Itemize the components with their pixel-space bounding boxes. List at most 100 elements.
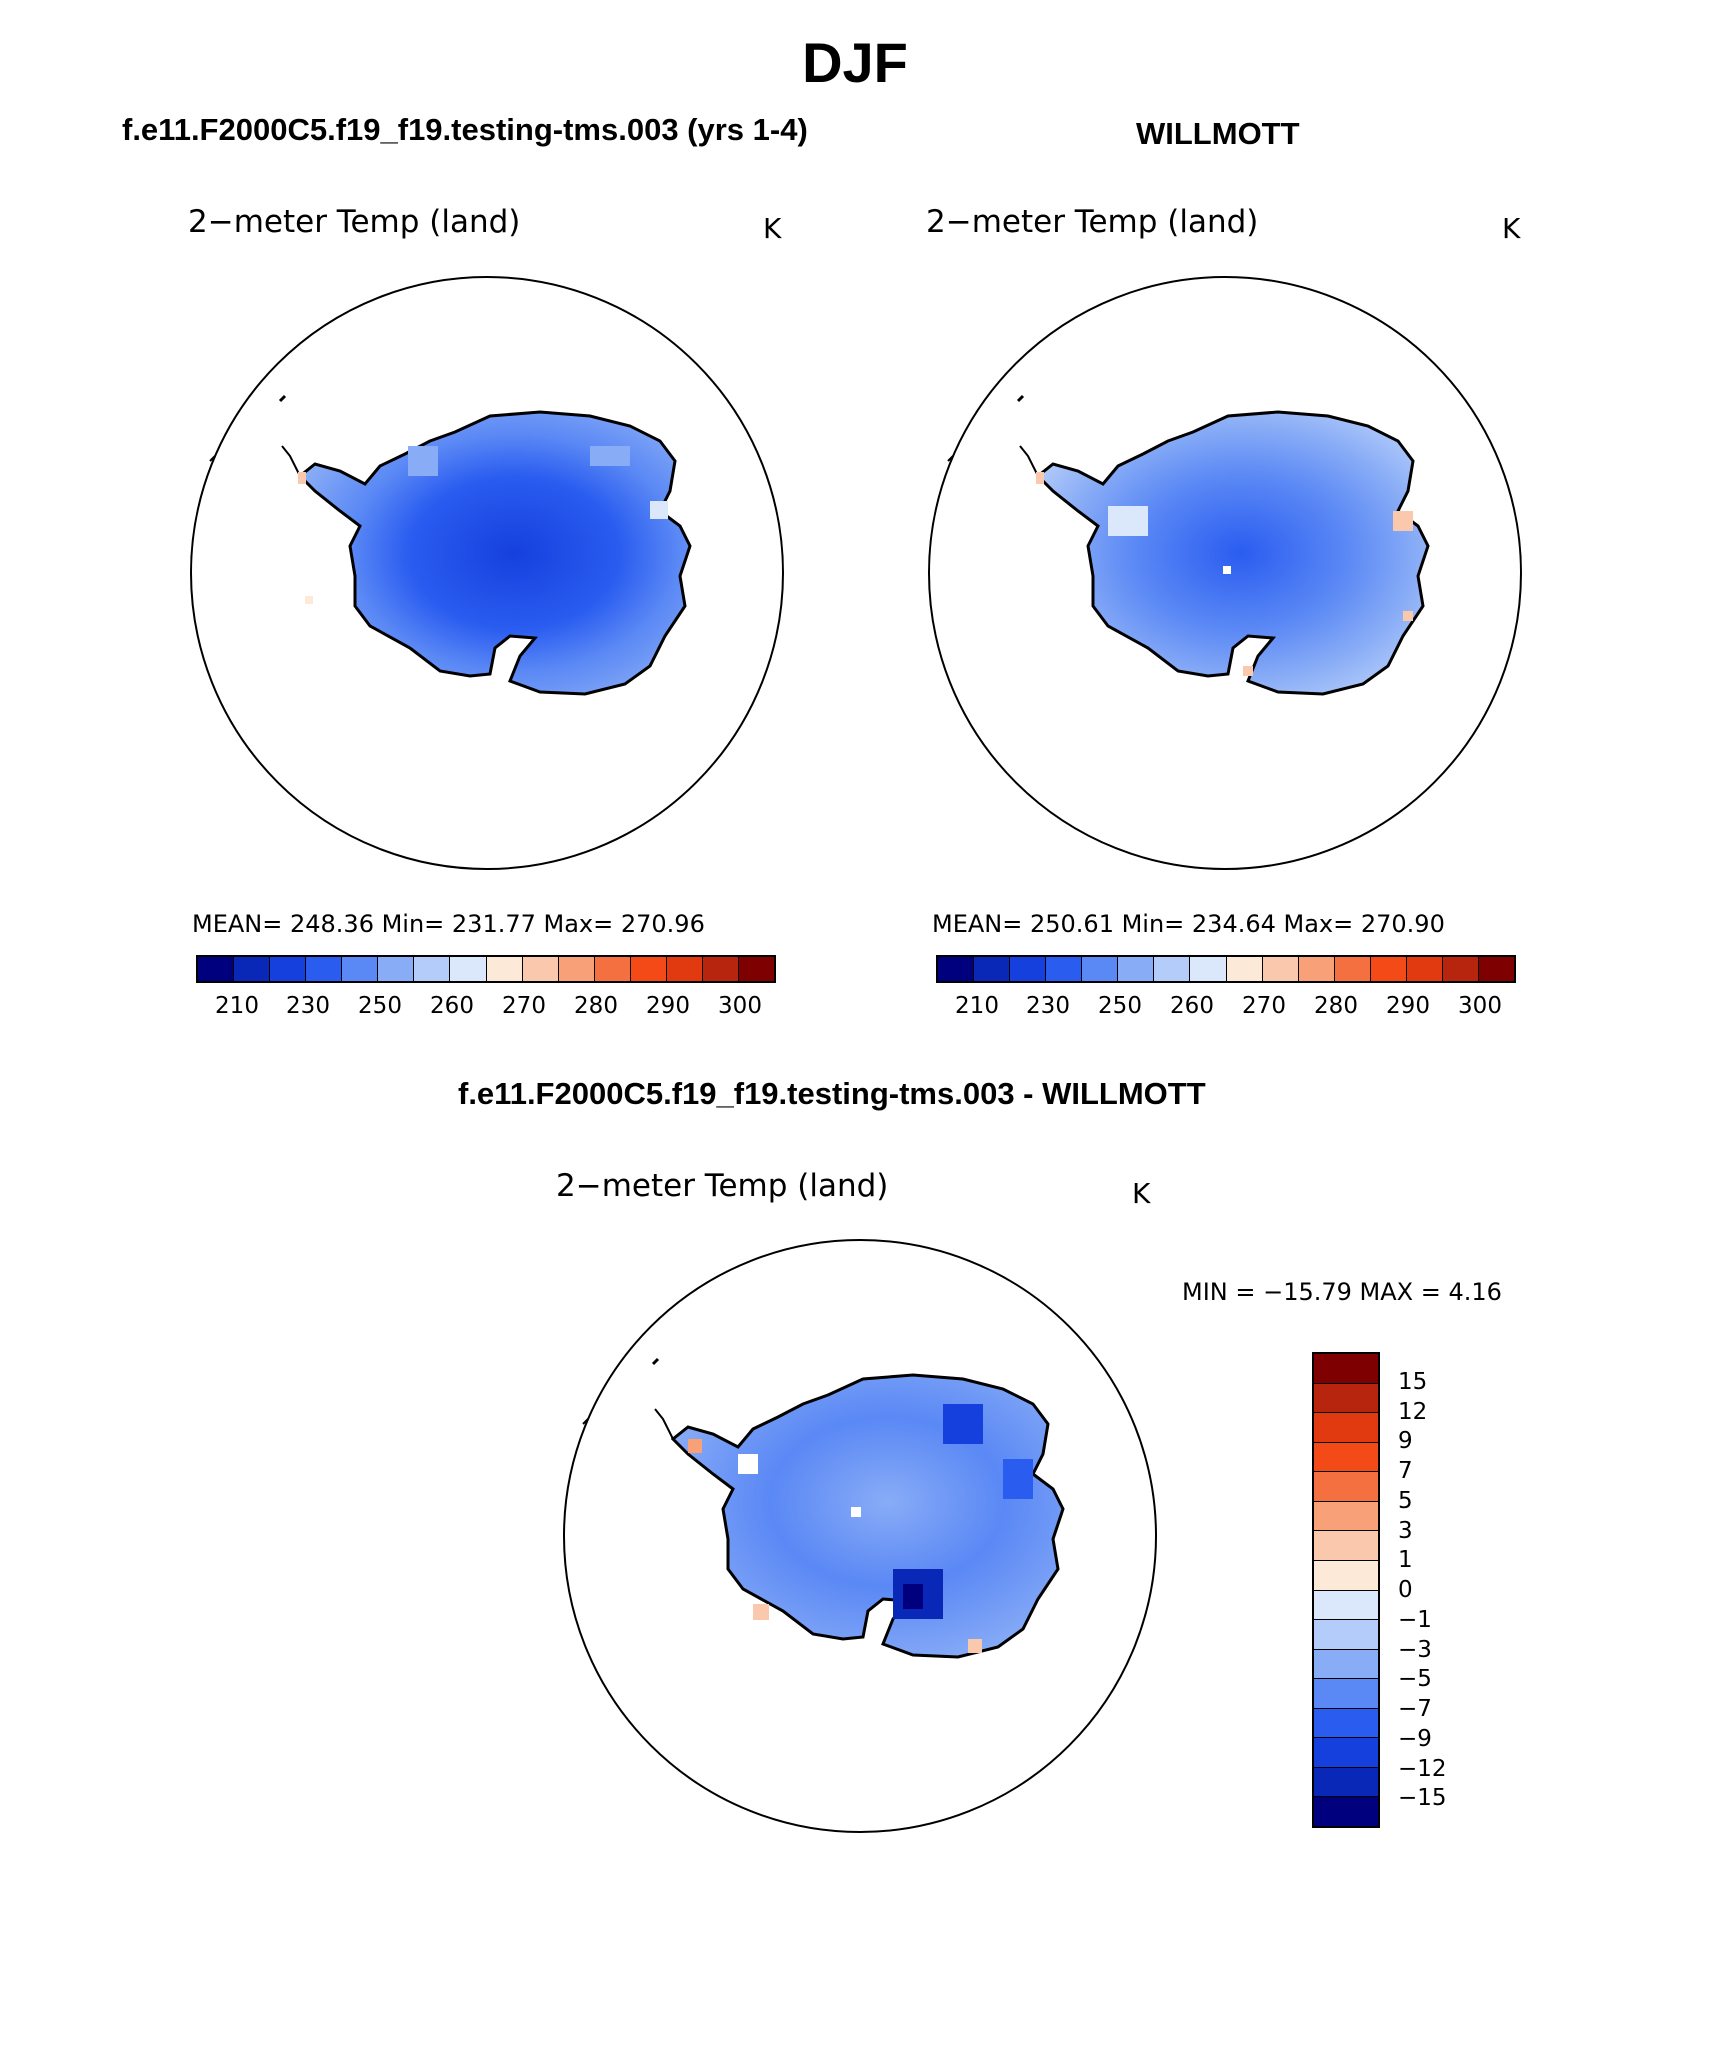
colorbar-tick: −12 [1398, 1756, 1447, 1782]
panel-3-map [563, 1239, 1157, 1833]
colorbar-tick: −9 [1398, 1726, 1432, 1752]
colorbar-box [1314, 1708, 1378, 1739]
colorbar-box [1406, 957, 1443, 981]
grid-cell [903, 1584, 923, 1609]
colorbar-box [1314, 1383, 1378, 1414]
panel-2-variable-label: 2−meter Temp (land) [926, 204, 1259, 240]
colorbar-tick: 0 [1398, 1577, 1413, 1603]
panel-3-units: K [1132, 1177, 1151, 1210]
colorbar-box [1154, 957, 1191, 981]
colorbar-box [1314, 1560, 1378, 1591]
colorbar-tick: 290 [1386, 993, 1430, 1019]
colorbar-tick: 260 [1170, 993, 1214, 1019]
colorbar-tick: 9 [1398, 1428, 1413, 1454]
panel-2-colorbar [936, 955, 1516, 983]
panel-1-title: f.e11.F2000C5.f19_f19.testing-tms.003 (y… [122, 112, 808, 147]
colorbar-box [1314, 1442, 1378, 1473]
colorbar-box [738, 957, 774, 981]
main-title: DJF [802, 31, 908, 94]
colorbar-box [938, 957, 975, 981]
colorbar-tick: 250 [1098, 993, 1142, 1019]
grid-cell [298, 472, 306, 484]
island-coast [947, 455, 954, 462]
colorbar-box [702, 957, 739, 981]
colorbar-box [1314, 1354, 1378, 1384]
grid-cell [1108, 506, 1148, 536]
colorbar-box [1314, 1413, 1378, 1443]
colorbar-box [1314, 1620, 1378, 1650]
colorbar-box [234, 957, 271, 981]
colorbar-tick: 230 [286, 993, 330, 1019]
colorbar-box [1478, 957, 1514, 981]
panel-2-units: K [1502, 212, 1521, 245]
grid-cell [851, 1507, 861, 1517]
panel-3-variable-label: 2−meter Temp (land) [556, 1168, 889, 1204]
panel-3-title: f.e11.F2000C5.f19_f19.testing-tms.003 - … [458, 1076, 1206, 1111]
colorbar-box [666, 957, 703, 981]
colorbar-box [1082, 957, 1119, 981]
colorbar-box [450, 957, 487, 981]
panel-1-colorbar [196, 955, 776, 983]
colorbar-box [1118, 957, 1155, 981]
grid-cell [1003, 1459, 1033, 1499]
colorbar-box [306, 957, 343, 981]
colorbar-box [198, 957, 235, 981]
colorbar-tick: 280 [1314, 993, 1358, 1019]
colorbar-tick: 210 [215, 993, 259, 1019]
colorbar-box [1314, 1797, 1378, 1826]
panel-1-variable-label: 2−meter Temp (land) [188, 204, 521, 240]
grid-cell [650, 501, 668, 519]
colorbar-tick: 270 [502, 993, 546, 1019]
colorbar-tick: 210 [955, 993, 999, 1019]
grid-cell [1403, 611, 1413, 621]
colorbar-box [1314, 1590, 1378, 1621]
colorbar-tick: −15 [1398, 1785, 1447, 1811]
colorbar-tick: 230 [1026, 993, 1070, 1019]
colorbar-box [1046, 957, 1083, 981]
colorbar-box [1314, 1738, 1378, 1768]
colorbar-tick: 270 [1242, 993, 1286, 1019]
colorbar-box [1314, 1531, 1378, 1561]
panel-1-colorbar-ticks: 210 230 250 260 270 280 290 300 [196, 993, 776, 1023]
panel-3-colorbar-ticks: 15 12 9 7 5 3 1 0 −1 −3 −5 −7 −9 −12 −15 [1398, 1352, 1478, 1828]
colorbar-tick: −1 [1398, 1607, 1432, 1633]
colorbar-tick: −5 [1398, 1666, 1432, 1692]
panel-3-colorbar [1312, 1352, 1380, 1828]
colorbar-tick: 250 [358, 993, 402, 1019]
colorbar-tick: −7 [1398, 1696, 1432, 1722]
grid-cell [590, 446, 630, 466]
colorbar-box [1334, 957, 1371, 981]
grid-cell [738, 1454, 758, 1474]
colorbar-box [974, 957, 1011, 981]
panel-1-map [190, 276, 784, 870]
colorbar-box [1314, 1767, 1378, 1798]
colorbar-box [414, 957, 451, 981]
panel-1-stats: MEAN= 248.36 Min= 231.77 Max= 270.96 [192, 910, 705, 938]
colorbar-box [522, 957, 559, 981]
colorbar-tick: 3 [1398, 1518, 1413, 1544]
grid-cell [1036, 472, 1044, 484]
colorbar-tick: 300 [1458, 993, 1502, 1019]
peninsula-coast [281, 445, 301, 477]
grid-cell [1243, 666, 1253, 676]
panel-2-colorbar-ticks: 210 230 250 260 270 280 290 300 [936, 993, 1516, 1023]
colorbar-tick: 300 [718, 993, 762, 1019]
panel-3-stats: MIN = −15.79 MAX = 4.16 [1182, 1278, 1502, 1306]
panel-2-title: WILLMOTT [1136, 116, 1300, 151]
colorbar-tick: 7 [1398, 1458, 1413, 1484]
colorbar-tick: −3 [1398, 1637, 1432, 1663]
colorbar-box [558, 957, 595, 981]
colorbar-box [270, 957, 307, 981]
peninsula-coast [654, 1408, 674, 1440]
colorbar-tick: 290 [646, 993, 690, 1019]
colorbar-box [630, 957, 667, 981]
colorbar-box [378, 957, 415, 981]
panel-2-map [928, 276, 1522, 870]
grid-cell [305, 596, 313, 604]
grid-cell [753, 1604, 769, 1620]
grid-cell [968, 1639, 982, 1653]
colorbar-box [1314, 1501, 1378, 1532]
colorbar-box [1314, 1679, 1378, 1709]
grid-cell [1393, 511, 1413, 531]
colorbar-box [594, 957, 631, 981]
